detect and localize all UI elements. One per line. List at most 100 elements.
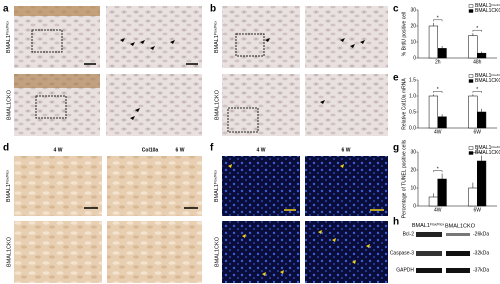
micrograph (106, 74, 202, 136)
panel-label: h (393, 217, 399, 228)
blot (416, 232, 470, 273)
column-header: 4 W (54, 147, 63, 153)
bar (477, 111, 487, 129)
legend-name: BMAL1CKO (475, 8, 500, 14)
significance: * (476, 87, 478, 93)
panel-label: f (210, 143, 214, 154)
column-header: 6 W (176, 147, 185, 153)
arrowheads (228, 164, 370, 276)
legend-label: BMAL1Flox/Flox (475, 3, 500, 10)
y-tick-label: 20 (410, 23, 416, 29)
bar (468, 95, 478, 129)
panel-label: g (393, 143, 399, 154)
legend-swatch (468, 79, 474, 83)
y-tick-label: 20 (410, 167, 416, 173)
bar (437, 116, 447, 129)
genotype-label: BMAL1Flox/Flox (5, 170, 12, 202)
x-tick-label: 4W (434, 129, 442, 135)
y-tick-label: 30 (410, 7, 416, 13)
micrograph (222, 6, 300, 68)
y-tick-label: 10 (410, 185, 416, 191)
micrograph (305, 74, 388, 136)
legend-sup: Flox/Flox (491, 3, 500, 7)
genotype-sup: Flox/Flox (430, 222, 444, 226)
micrograph (222, 221, 300, 283)
legend-swatch (468, 151, 474, 155)
y-tick-label: 0.5 (409, 109, 416, 115)
y-axis-label: Relative Col10a mRNA (401, 78, 407, 130)
legend-label: BMAL1Flox/Flox (475, 145, 500, 152)
inset-box (227, 107, 259, 133)
genotype-base: BMAL1 (6, 184, 12, 202)
bar (437, 178, 447, 207)
bar (428, 196, 438, 207)
x-tick-label: 48h (473, 59, 482, 65)
legend-name: BMAL1 (475, 73, 492, 79)
protein-label: Caspase-3 (390, 250, 414, 256)
micrograph (14, 221, 102, 283)
genotype-base: BMAL1 (214, 35, 220, 53)
y-tick-label: 0 (413, 55, 416, 61)
column-header: Col10a (142, 147, 159, 153)
genotype-label: BMAL1Flox/Flox (5, 21, 12, 53)
protein-label: GAPDH (396, 267, 414, 273)
legend-label: BMAL1CKO (475, 78, 500, 84)
micrograph (14, 156, 102, 216)
band (446, 251, 470, 256)
significance-bracket (433, 170, 443, 173)
band (416, 232, 442, 237)
genotype-sup: Flox/Flox (5, 170, 9, 184)
y-axis-label: % BrdU positive cell (401, 12, 407, 56)
legend-name: BMAL1 (475, 145, 492, 151)
y-tick-label: 0.0 (409, 125, 416, 131)
bar (468, 35, 478, 59)
column-header: 4 W (257, 147, 266, 153)
genotype-base: BMAL1 (6, 35, 12, 53)
bar (468, 187, 478, 207)
y-tick-label: 30 (410, 149, 416, 155)
x-tick-label: 6W (474, 207, 482, 213)
legend-swatch (468, 9, 474, 13)
legend-name: BMAL1CKO (475, 78, 500, 84)
legend-swatch (468, 4, 474, 8)
significance: * (437, 87, 439, 93)
significance-bracket (472, 91, 482, 93)
bar (477, 160, 487, 207)
panel-label: e (393, 73, 399, 84)
genotype-label: BMAL1Flox/Flox (213, 21, 220, 53)
genotype-sup: Flox/Flox (5, 21, 9, 35)
significance: * (437, 166, 439, 172)
arrowheads (120, 38, 365, 120)
inset-box (235, 33, 265, 57)
column-header: 6 W (342, 147, 351, 153)
bar (437, 48, 447, 59)
size-label: -26kDa (473, 231, 489, 237)
genotype-label: BMAL1CKO (214, 236, 220, 267)
y-tick-label: 1.0 (409, 93, 416, 99)
stain (14, 6, 100, 16)
legend-name: BMAL1CKO (475, 150, 500, 156)
micrograph (305, 156, 388, 216)
micrograph (107, 221, 202, 283)
x-tick-label: 4W (434, 207, 442, 213)
size-label: -37kDa (473, 267, 489, 273)
legend-name: BMAL1 (475, 3, 492, 9)
bar (428, 25, 438, 59)
legend-sup: Flox/Flox (491, 73, 500, 77)
significance-bracket (433, 19, 443, 22)
legend-label: BMAL1CKO (475, 8, 500, 14)
genotype-label: BMAL1CKO (6, 236, 12, 267)
genotype-sup: Flox/Flox (213, 21, 217, 35)
stain (14, 74, 100, 88)
micrograph (107, 156, 202, 216)
inset-box (31, 29, 63, 53)
panel-label: a (3, 4, 9, 15)
micrograph (106, 6, 202, 68)
inset-box (35, 95, 67, 119)
y-tick-label: 1.5 (409, 77, 416, 83)
protein-label: Bcl-2 (403, 231, 415, 237)
panel-label: c (393, 4, 399, 15)
legend-label: BMAL1CKO (475, 150, 500, 156)
x-tick-label: 6W (474, 129, 482, 135)
